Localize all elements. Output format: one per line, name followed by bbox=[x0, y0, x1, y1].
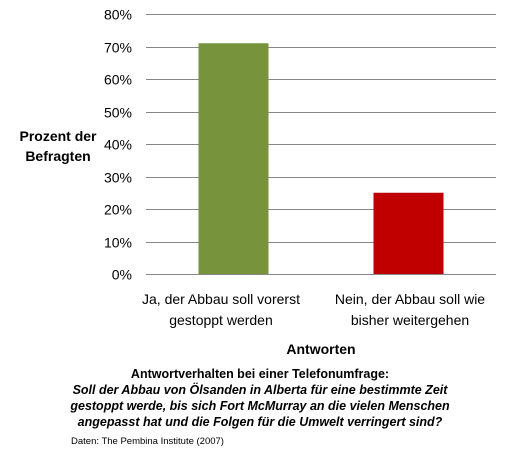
chart-caption: Antwortverhalten bei einer Telefonumfrag… bbox=[60, 366, 460, 430]
y-tick-labels: 0% 10% 20% 30% 40% 50% 60% 70% 80% bbox=[104, 7, 132, 283]
y-tick-label-20: 20% bbox=[104, 202, 132, 218]
category-label-ja: Ja, der Abbau soll vorerst gestoppt werd… bbox=[136, 289, 306, 331]
y-tick-label-10: 10% bbox=[104, 235, 132, 251]
category-label-nein-line-2: bisher weitergehen bbox=[350, 312, 470, 328]
data-source: Daten: The Pembina Institute (2007) bbox=[71, 436, 224, 447]
bars bbox=[198, 43, 444, 274]
caption-question: Soll der Abbau von Ölsanden in Alberta f… bbox=[70, 383, 450, 429]
y-tick-label-50: 50% bbox=[104, 105, 132, 121]
x-axis-title: Antworten bbox=[286, 341, 356, 357]
category-label-nein-line-1: Nein, der Abbau soll wie bbox=[334, 291, 486, 307]
category-label-ja-line-2: gestoppt werden bbox=[169, 312, 273, 328]
y-tick-label-30: 30% bbox=[104, 170, 132, 186]
bar-nein bbox=[373, 192, 444, 274]
y-tick-label-40: 40% bbox=[104, 137, 132, 153]
category-label-nein: Nein, der Abbau soll wie bisher weiterge… bbox=[325, 289, 495, 331]
category-label-ja-line-1: Ja, der Abbau soll vorerst bbox=[142, 291, 300, 307]
y-tick-label-70: 70% bbox=[104, 40, 132, 56]
bar-ja bbox=[198, 43, 269, 274]
y-tick-label-0: 0% bbox=[112, 267, 132, 283]
y-axis-title-line-1: Prozent der bbox=[19, 128, 97, 144]
y-tick-label-60: 60% bbox=[104, 72, 132, 88]
y-axis-title-line-2: Befragten bbox=[25, 148, 91, 164]
caption-heading: Antwortverhalten bei einer Telefonumfrag… bbox=[130, 367, 390, 381]
y-tick-label-80: 80% bbox=[104, 7, 132, 23]
y-axis-title: Prozent der Befragten bbox=[4, 126, 112, 166]
